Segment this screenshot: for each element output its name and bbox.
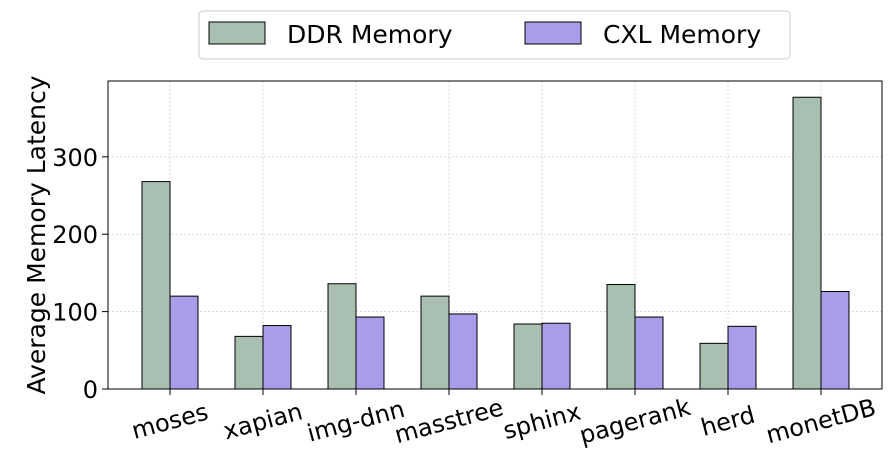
bar-ddr-pagerank	[606, 284, 636, 390]
x-tick-label: moses	[129, 398, 211, 445]
legend-swatch-cxl	[524, 21, 582, 45]
bar-ddr-masstree	[420, 295, 450, 390]
bar-cxl-monetDB	[820, 290, 850, 390]
legend-swatch-ddr	[208, 21, 266, 45]
bar-ddr-sphinx	[513, 323, 543, 390]
x-tick-label: monetDB	[763, 393, 879, 449]
bars	[141, 96, 850, 390]
bar-ddr-img-dnn	[327, 283, 357, 390]
y-tick-label: 0	[83, 376, 98, 404]
bar-cxl-xapian	[262, 325, 292, 390]
y-tick-label: 200	[52, 221, 98, 249]
x-tick-label: xapian	[220, 397, 305, 445]
bar-cxl-moses	[169, 295, 199, 390]
x-tick-label: sphinx	[500, 398, 584, 446]
bar-cxl-herd	[727, 325, 757, 390]
x-tick-label: pagerank	[576, 393, 693, 449]
bar-ddr-herd	[699, 342, 729, 390]
bar-ddr-xapian	[234, 335, 264, 390]
bar-cxl-masstree	[448, 313, 478, 390]
x-tick-label: herd	[698, 401, 758, 442]
y-axis-title: Average Memory Latency	[22, 75, 51, 394]
bar-ddr-moses	[141, 181, 171, 390]
y-tick-label: 100	[52, 299, 98, 327]
bar-ddr-monetDB	[792, 96, 822, 390]
plot-frame	[107, 80, 883, 390]
y-tick-label: 300	[52, 144, 98, 172]
y-ticks: 0 100 200 300	[52, 144, 108, 404]
bar-cxl-sphinx	[541, 322, 571, 390]
x-tick-label: masstree	[392, 393, 507, 449]
grid-lines	[108, 81, 882, 389]
x-ticks: moses xapianimg-dnnmasstreesphinxpagerank…	[129, 389, 879, 449]
bar-cxl-pagerank	[634, 316, 664, 390]
legend-label-cxl: CXL Memory	[603, 20, 761, 49]
bar-cxl-img-dnn	[355, 316, 385, 390]
legend-frame	[198, 10, 791, 60]
legend-label-ddr: DDR Memory	[287, 20, 453, 49]
legend: DDR Memory CXL Memory	[198, 10, 791, 60]
